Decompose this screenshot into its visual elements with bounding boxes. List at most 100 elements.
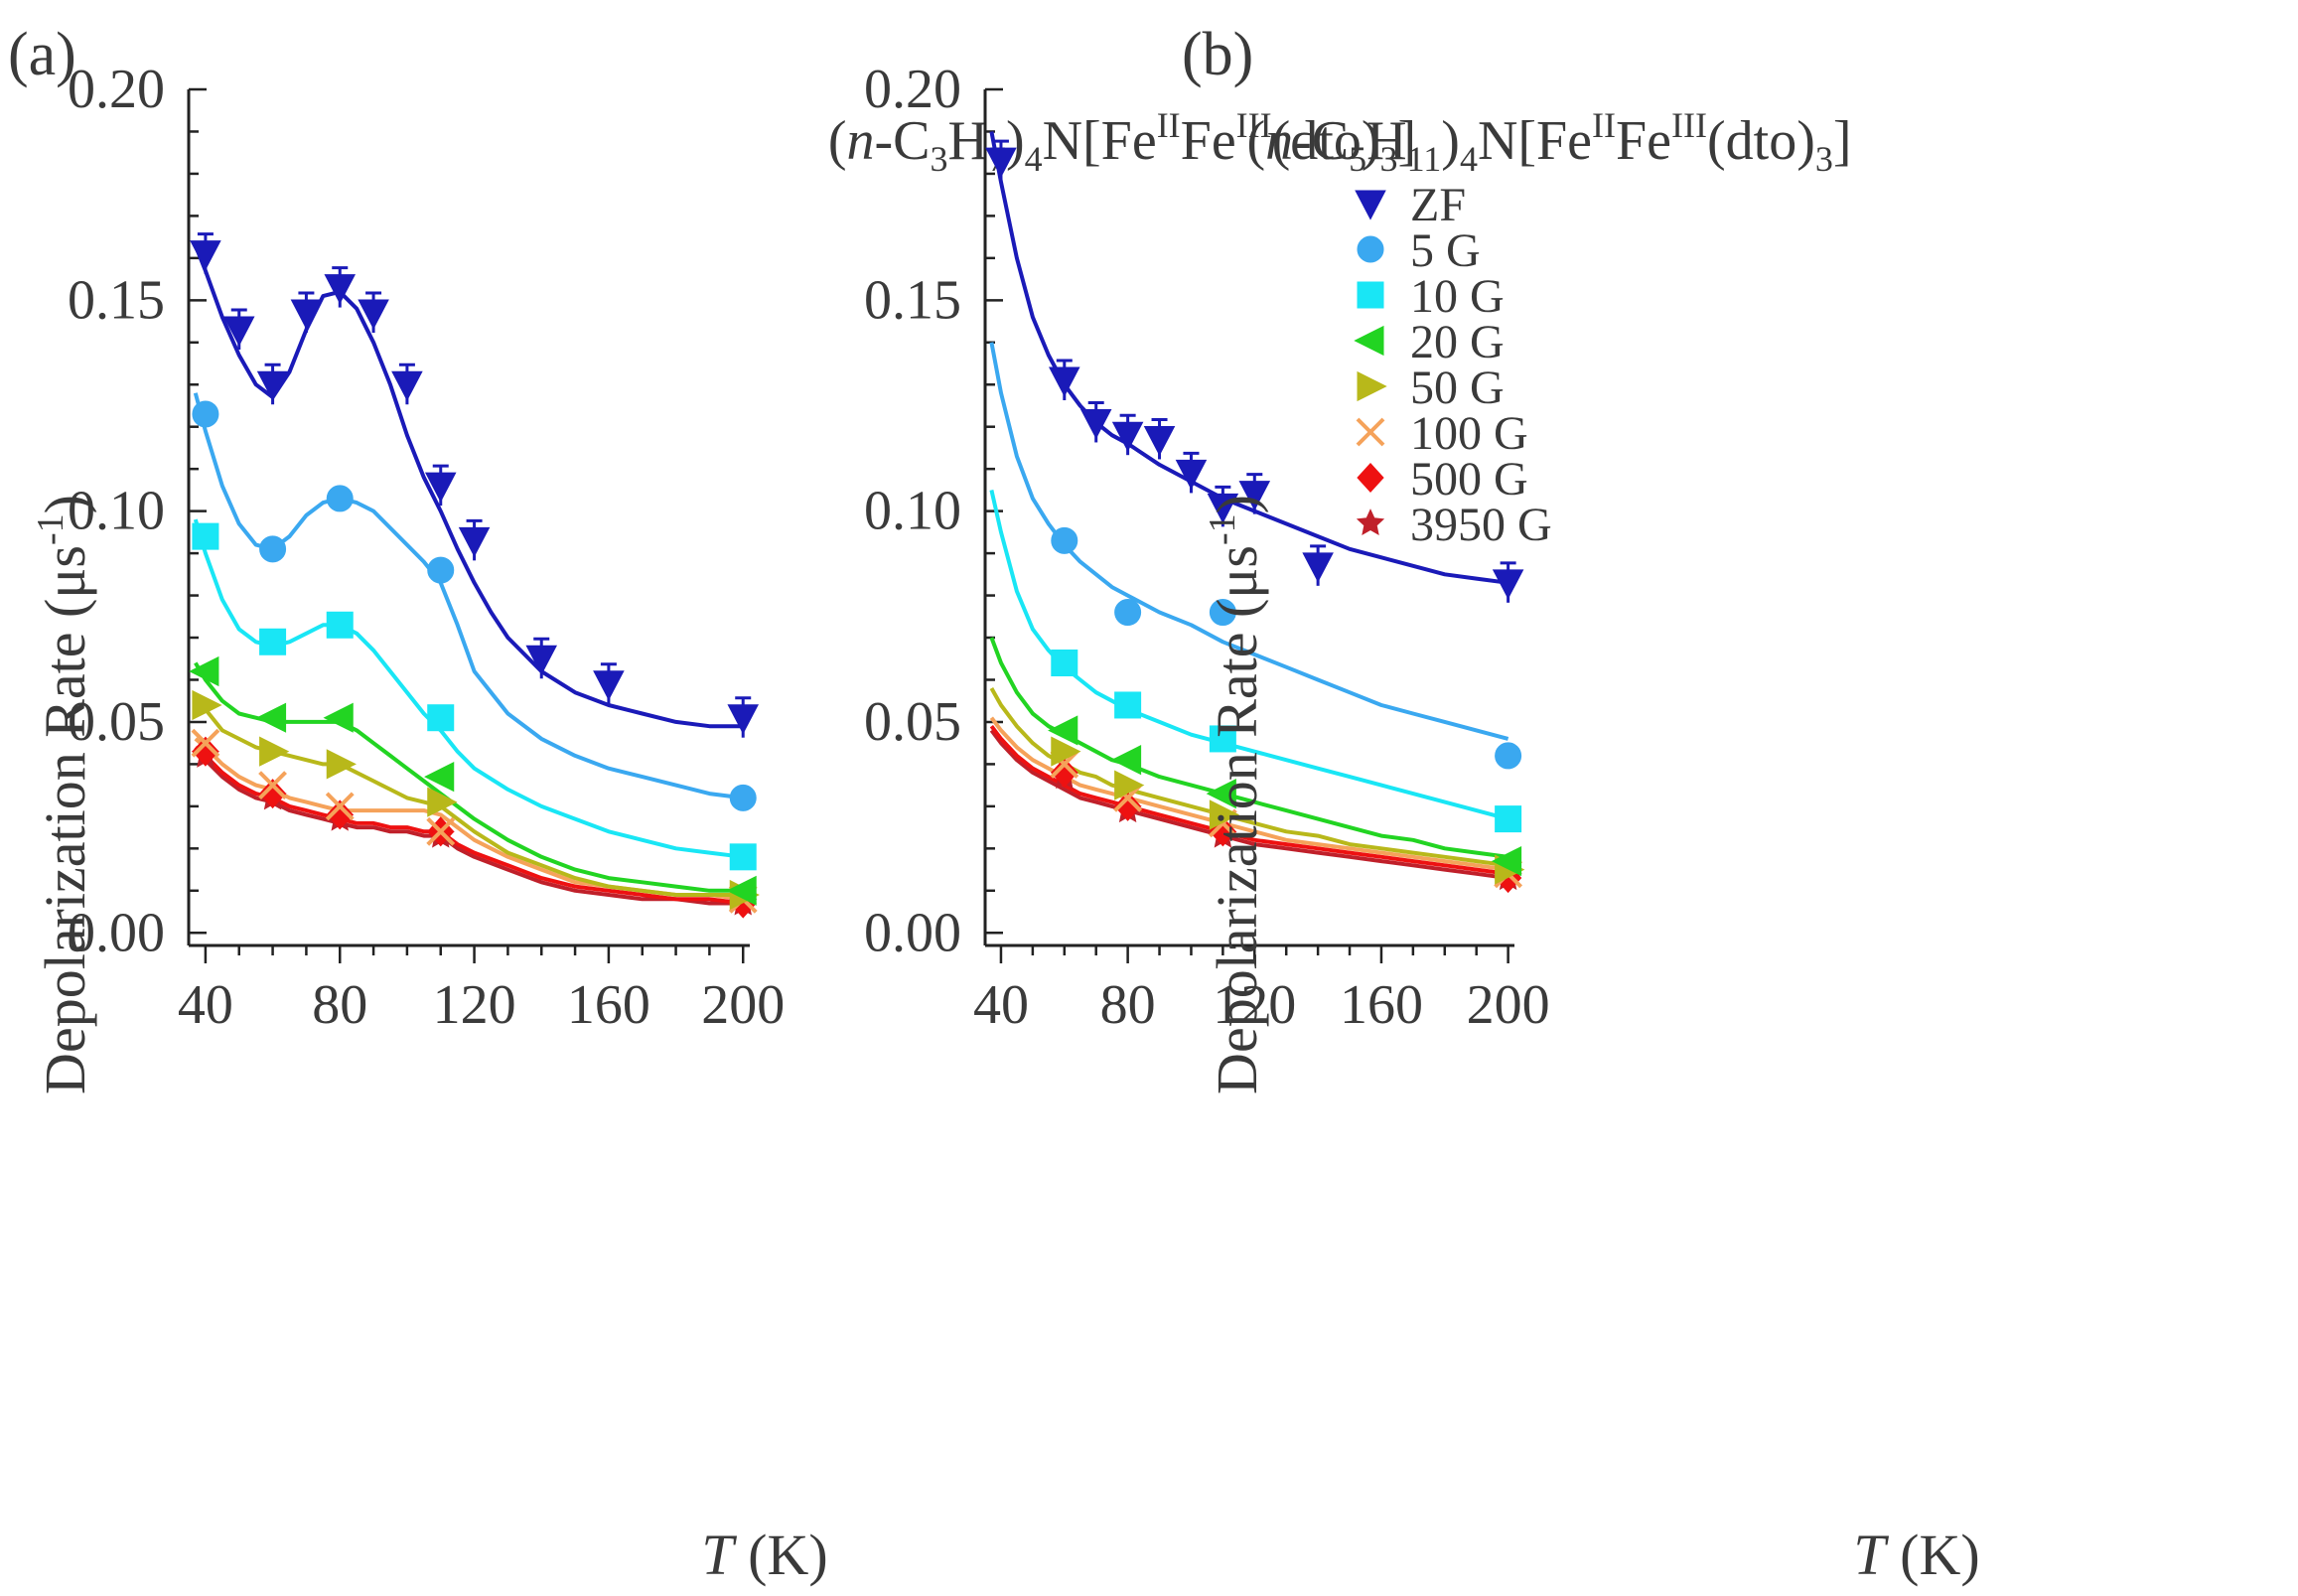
legend-marker-50G [1357,370,1387,402]
legend-marker-100G [1356,417,1385,447]
data-point-ZF-b [1492,569,1524,600]
data-point-ZF-a [290,299,323,330]
data-point-20G-a [255,702,287,733]
fit-curve-5G-b [989,342,1509,741]
data-point-20G-a [424,762,455,793]
legend-entry-50G: 50 G [1357,362,1505,414]
data-point-5G-a [259,535,287,563]
legend-marker-20G [1354,325,1384,357]
data-point-ZF-a [424,472,457,503]
x-tick-label-b: 120 [1213,974,1296,1036]
series-ZF-a [190,232,760,738]
data-point-ZF-b [985,147,1017,178]
y-axis-label-main-a: Depolarization Rate (μs [33,545,97,1094]
data-point-ZF-b [1175,459,1208,491]
legend-marker-500G [1357,462,1384,494]
data-point-10G-a [259,628,287,655]
data-point-5G-b [1209,599,1236,627]
legend-label-3950G: 3950 G [1410,499,1552,551]
title-part-a-4: H [947,110,987,172]
title-part-b-3: 5 [1349,139,1366,179]
data-point-50G-a [259,736,290,767]
legend-marker-3950G [1356,508,1385,536]
data-point-50G-a [326,749,357,780]
x-axis-label-var-a: T [701,1523,737,1587]
legend-label-ZF: ZF [1410,179,1466,231]
x-axis-label-b: T (K) [1853,1523,1979,1587]
fit-curve-500G-a [194,745,744,906]
data-point-ZF-b [1049,366,1080,397]
legend-entry-100G: 100 G [1356,407,1528,460]
title-part-b-2: -C [1293,110,1349,172]
data-point-10G-a [427,704,455,732]
title-part-b-9: II [1592,105,1616,145]
y-axis-label-close-b: ) [1205,495,1269,513]
title-part-a-12: (dto) [1272,110,1380,172]
y-tick-label-b: 0.20 [864,59,961,120]
data-point-ZF-b [1238,481,1271,511]
data-point-10G-b [1051,649,1078,676]
title-part-a-8: N[Fe [1043,110,1157,172]
fit-curve-ZF-a [193,244,744,729]
data-point-ZF-a [358,299,389,330]
fit-curve-20G-b [989,637,1508,859]
legend-entry-10G: 10 G [1357,270,1505,323]
title-part-a-0: ( [828,110,847,172]
data-point-100G-a [426,816,456,846]
y-tick-label-b: 0.00 [864,902,961,963]
data-point-5G-b [1051,526,1078,554]
legend-marker-5G [1357,235,1384,263]
fit-curve-3950G-a [194,750,744,906]
x-tick-label-a: 80 [312,974,367,1036]
title-part-b-6: ) [1441,110,1460,172]
series-5G-a [192,400,757,811]
y-tick-label-b: 0.05 [864,691,961,753]
legend-entry-ZF: ZF [1355,179,1466,231]
compound-title-a: (n-C3H7)4N[FeIIFeIII(dto)3] [828,105,1416,179]
data-point-500G-a [192,736,219,767]
series-50G-a [192,689,760,911]
y-axis-label-main-b: Depolarization Rate (μs [1205,545,1269,1094]
legend-label-50G: 50 G [1410,362,1505,414]
data-point-100G-a [325,792,355,821]
data-point-20G-b [1491,845,1522,877]
title-part-b-7: 4 [1460,139,1478,179]
panel-label-b: (b) [1182,21,1253,88]
x-tick-label-b: 200 [1467,974,1550,1036]
legend-entry-20G: 20 G [1354,316,1505,368]
data-point-10G-b [1114,691,1142,719]
data-point-500G-b [1051,757,1078,788]
fit-curve-50G-a [194,695,744,897]
data-point-10G-a [729,843,757,871]
data-point-ZF-a [256,370,289,401]
fit-curve-10G-a [193,518,744,859]
x-tick-label-b: 160 [1340,974,1423,1036]
series-20G-a [189,655,757,906]
panel-a: (a) (n-C3H7)4N[FeIIFeIII(dto)3] 0.000.05… [8,21,1416,1587]
fit-curve-100G-b [989,716,1508,872]
title-part-b-1: n [1265,110,1293,172]
data-point-20G-b [1110,745,1142,776]
x-tick-label-a: 160 [567,974,650,1036]
y-axis-label-sup-b: -1 [1202,513,1243,545]
title-part-b-11: III [1671,105,1707,145]
plot-area-b: 0.00 0.05 0.10 0.15 0.20 40 80 120 160 200 [864,59,1550,1036]
data-point-20G-b [1048,715,1078,746]
series-5G-b [1051,526,1522,770]
y-tick-label-a: 0.05 [68,691,165,753]
x-tick-label-a: 40 [178,974,233,1036]
data-point-5G-a [326,485,354,512]
y-axis-label-sup-a: -1 [30,513,72,545]
title-part-a-9: II [1157,105,1181,145]
data-point-5G-a [427,556,455,584]
fit-curve-10G-b [989,489,1509,821]
fit-curve-50G-b [989,687,1508,868]
y-tick-label-a: 0.20 [68,59,165,120]
data-point-ZF-a [525,645,558,675]
data-point-50G-b [1114,770,1145,800]
data-point-100G-a [258,771,287,800]
data-point-ZF-a [458,526,491,558]
series-500G-a [192,736,757,919]
legend-label-20G: 20 G [1410,316,1505,368]
